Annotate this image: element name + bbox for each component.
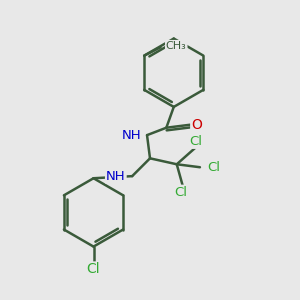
Text: Cl: Cl — [87, 262, 100, 277]
Text: Cl: Cl — [189, 135, 202, 148]
Text: Cl: Cl — [175, 186, 188, 199]
Text: CH₃: CH₃ — [166, 41, 187, 51]
Text: NH: NH — [122, 129, 142, 142]
Text: O: O — [191, 118, 202, 132]
Text: Cl: Cl — [207, 161, 220, 174]
Text: NH: NH — [106, 170, 126, 183]
